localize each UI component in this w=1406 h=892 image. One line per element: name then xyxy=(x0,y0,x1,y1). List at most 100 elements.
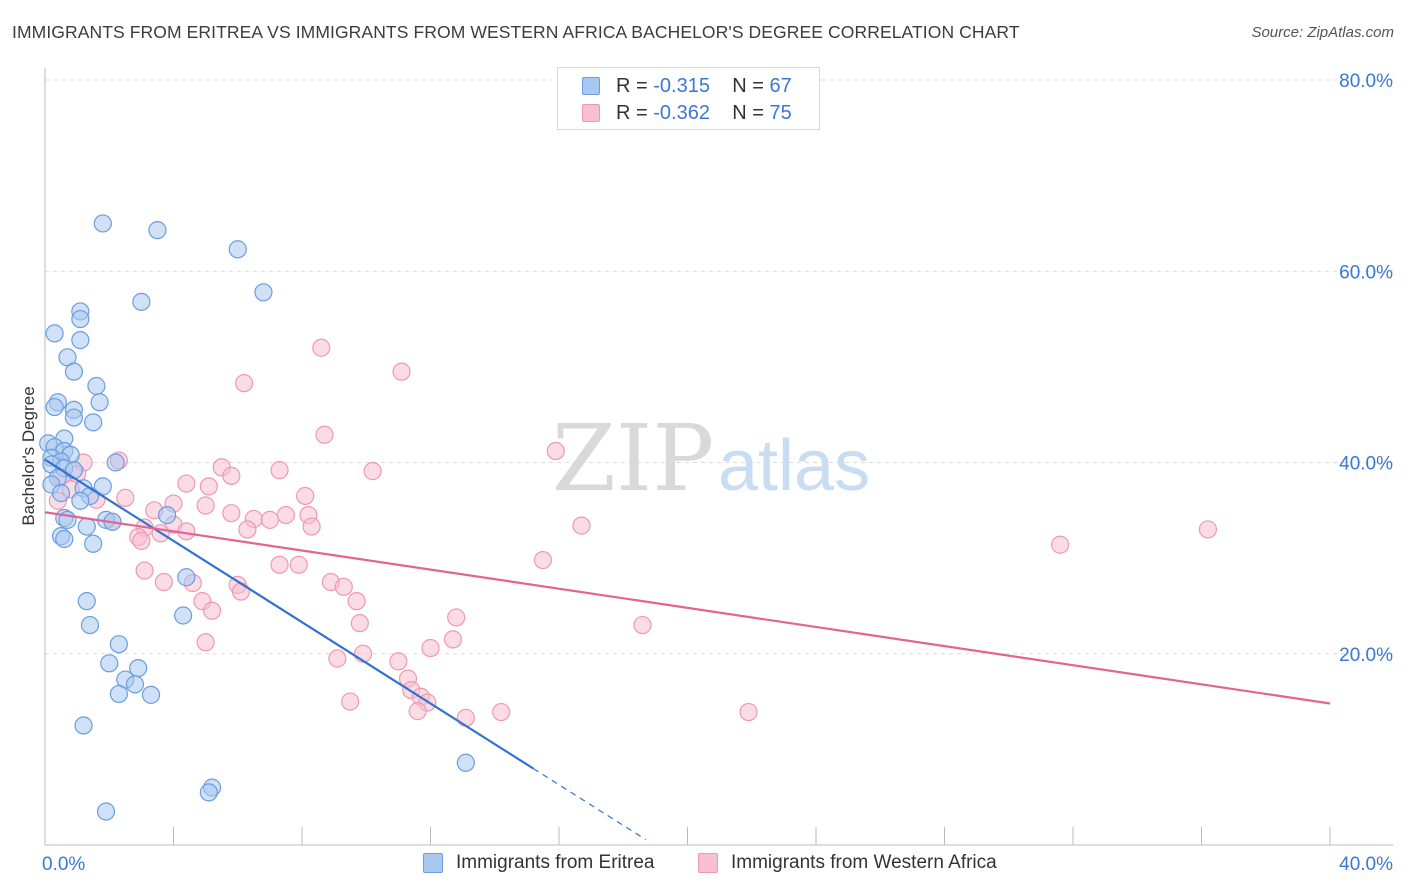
wafrica-point xyxy=(238,520,257,539)
wafrica-point xyxy=(389,652,408,671)
eritrea-point xyxy=(109,684,128,704)
n-label: N = xyxy=(732,102,764,124)
y-tick-label: 60.0% xyxy=(1339,262,1393,283)
y-tick-label: 20.0% xyxy=(1339,645,1393,666)
y-tick-label: 80.0% xyxy=(1339,71,1393,92)
wafrica-point xyxy=(154,572,173,592)
r-value-eritrea: -0.315 xyxy=(653,75,710,97)
eritrea-point xyxy=(90,393,109,412)
eritrea-point xyxy=(228,240,247,259)
legend-label-eritrea: Immigrants from Eritrea xyxy=(456,852,655,873)
wafrica-point xyxy=(135,561,154,580)
wafrica-point xyxy=(363,462,382,481)
wafrica-point xyxy=(341,692,360,711)
eritrea-point xyxy=(148,221,167,240)
eritrea-point xyxy=(71,491,90,510)
wafrica-point xyxy=(421,638,440,658)
r-label: R = xyxy=(616,75,648,97)
wafrica-point xyxy=(447,608,466,627)
eritrea-point xyxy=(64,362,84,381)
eritrea-point xyxy=(93,214,112,233)
wafrica-point xyxy=(408,702,427,721)
wafrica-point xyxy=(270,461,289,480)
eritrea-point xyxy=(51,484,71,503)
wafrica-point xyxy=(456,708,475,727)
wafrica-point xyxy=(312,338,331,357)
eritrea-point xyxy=(84,534,103,553)
source-note: Source: ZipAtlas.com xyxy=(1251,24,1394,41)
wafrica-point xyxy=(260,510,279,529)
eritrea-point xyxy=(84,413,103,432)
x-tick-label: 0.0% xyxy=(42,854,85,875)
y-tick-label: 40.0% xyxy=(1339,454,1393,475)
wafrica-point xyxy=(177,474,196,493)
stats-row-eritrea: R = -0.315 N = 67 xyxy=(558,75,819,99)
eritrea-point xyxy=(100,654,119,673)
eritrea-point xyxy=(141,685,161,704)
wafrica-point xyxy=(350,614,369,633)
eritrea-point xyxy=(77,592,96,611)
x-tick-label: 40.0% xyxy=(1339,854,1393,875)
wafrica-point xyxy=(289,555,308,574)
n-label: N = xyxy=(732,75,764,97)
wafrica-point xyxy=(231,582,251,601)
wafrica-point xyxy=(334,577,353,596)
wafrica-point xyxy=(296,486,315,506)
eritrea-point xyxy=(45,397,64,417)
legend-item-eritrea: Immigrants from Eritrea xyxy=(423,852,683,876)
stats-legend: R = -0.315 N = 67 R = -0.362 N = 75 xyxy=(557,67,820,130)
wafrica-point xyxy=(347,592,366,611)
wafrica-point xyxy=(739,702,758,722)
legend-label-wafrica: Immigrants from Western Africa xyxy=(731,852,997,873)
n-value-eritrea: 67 xyxy=(769,75,792,97)
wafrica-point xyxy=(533,550,553,570)
eritrea-point xyxy=(71,331,90,350)
eritrea-point xyxy=(199,783,218,802)
wafrica-point xyxy=(235,374,254,393)
wafrica-point xyxy=(302,517,321,536)
chart-title: IMMIGRANTS FROM ERITREA VS IMMIGRANTS FR… xyxy=(12,22,1020,42)
wafrica-point xyxy=(1198,520,1218,539)
legend-swatch-eritrea xyxy=(423,853,443,873)
wafrica-swatch xyxy=(582,104,600,122)
y-axis-label: Bachelor's Degree xyxy=(19,386,38,525)
wafrica-point xyxy=(492,702,511,722)
eritrea-point xyxy=(125,675,145,694)
eritrea-point xyxy=(55,529,74,549)
wafrica-point xyxy=(196,496,215,515)
wafrica-point xyxy=(196,633,215,652)
eritrea-point xyxy=(96,802,116,821)
wafrica-point xyxy=(546,441,565,461)
eritrea-point xyxy=(64,408,84,427)
n-value-wafrica: 75 xyxy=(769,102,792,124)
stats-row-wafrica: R = -0.362 N = 75 xyxy=(558,102,819,126)
eritrea-point xyxy=(106,453,125,472)
legend-item-wafrica: Immigrants from Western Africa xyxy=(698,852,1028,876)
wafrica-trendline xyxy=(44,511,1331,705)
wafrica-point xyxy=(633,615,652,635)
wafrica-point xyxy=(276,505,296,525)
eritrea-point xyxy=(174,606,193,625)
eritrea-point xyxy=(74,716,93,735)
eritrea-trendline xyxy=(44,458,534,770)
watermark-zip: ZIP xyxy=(552,405,714,512)
r-value-wafrica: -0.362 xyxy=(653,102,710,124)
wafrica-point xyxy=(116,488,135,507)
wafrica-point xyxy=(572,516,591,535)
wafrica-point xyxy=(392,362,411,381)
eritrea-point xyxy=(177,568,196,587)
eritrea-point xyxy=(157,505,177,525)
eritrea-point xyxy=(71,309,90,329)
eritrea-point xyxy=(77,517,96,536)
wafrica-point xyxy=(199,477,218,496)
wafrica-point xyxy=(443,630,463,649)
eritrea-point xyxy=(45,324,64,343)
wafrica-point xyxy=(202,601,222,620)
wafrica-point xyxy=(222,466,241,485)
wafrica-point xyxy=(315,425,334,444)
wafrica-point xyxy=(328,649,347,668)
eritrea-point xyxy=(87,376,106,396)
watermark-atlas: atlas xyxy=(718,426,870,506)
wafrica-point xyxy=(1051,535,1070,554)
